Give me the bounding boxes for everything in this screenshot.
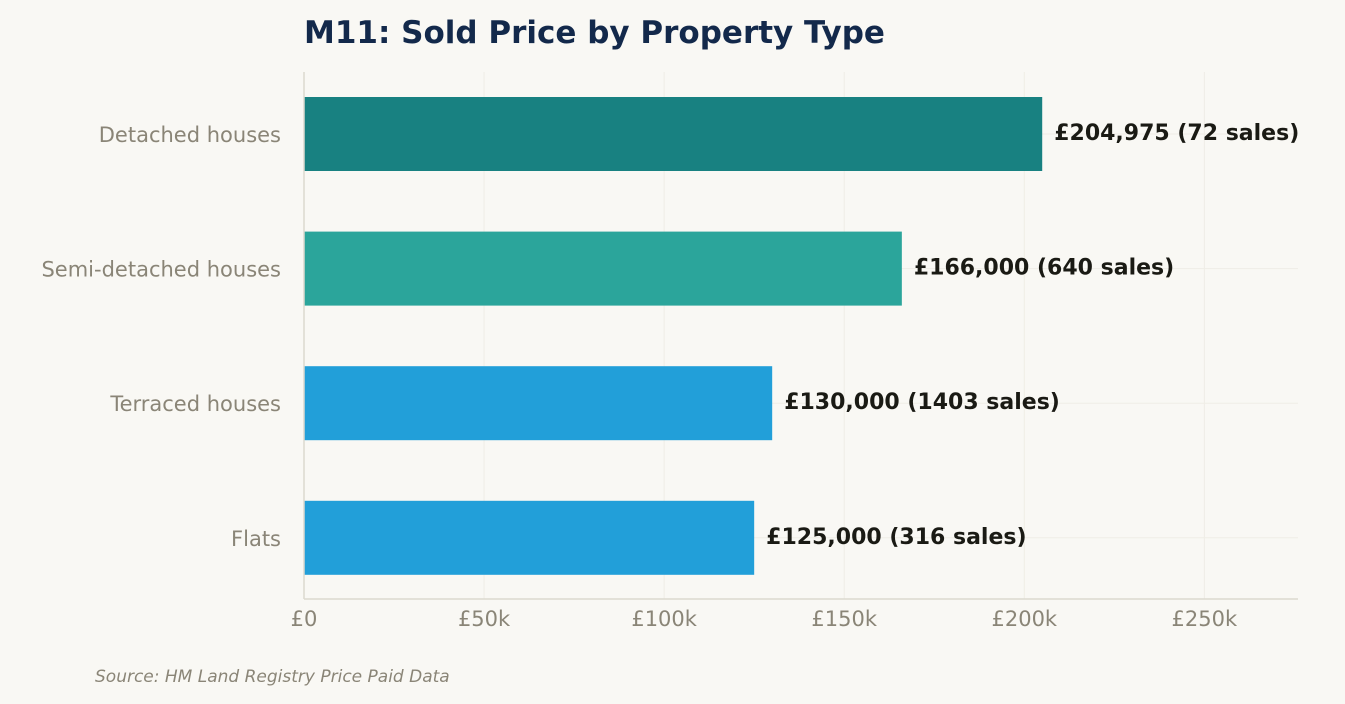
category-labels: Detached houses Semi-detached houses Terra… <box>41 123 281 551</box>
bar <box>304 231 902 306</box>
bars <box>304 97 1043 575</box>
x-tick-label: £100k <box>631 607 697 631</box>
x-tick-labels: £0 £50k £100k £150k £200k £250k <box>291 607 1238 631</box>
x-tick-label: £150k <box>811 607 877 631</box>
bar <box>304 366 773 441</box>
axes <box>303 72 1298 600</box>
x-tick-label: £250k <box>1172 607 1238 631</box>
data-label: £130,000 (1403 sales) <box>784 390 1060 415</box>
data-label: £125,000 (316 sales) <box>766 525 1026 550</box>
category-label: Terraced houses <box>109 392 281 416</box>
source-note: Source: HM Land Registry Price Paid Data <box>95 667 450 687</box>
chart-title: M11: Sold Price by Property Type <box>304 15 885 51</box>
x-tick-label: £50k <box>458 607 511 631</box>
x-tick-label: £0 <box>291 607 318 631</box>
bar <box>304 97 1043 171</box>
category-label: Semi-detached houses <box>41 258 281 282</box>
data-label: £166,000 (640 sales) <box>914 256 1174 281</box>
x-tick-label: £200k <box>991 607 1057 631</box>
data-label: £204,975 (72 sales) <box>1054 121 1299 146</box>
category-label: Flats <box>231 527 281 551</box>
category-label: Detached houses <box>99 123 281 147</box>
bar <box>304 500 755 575</box>
data-labels: £204,975 (72 sales) £166,000 (640 sales) £… <box>766 121 1299 550</box>
